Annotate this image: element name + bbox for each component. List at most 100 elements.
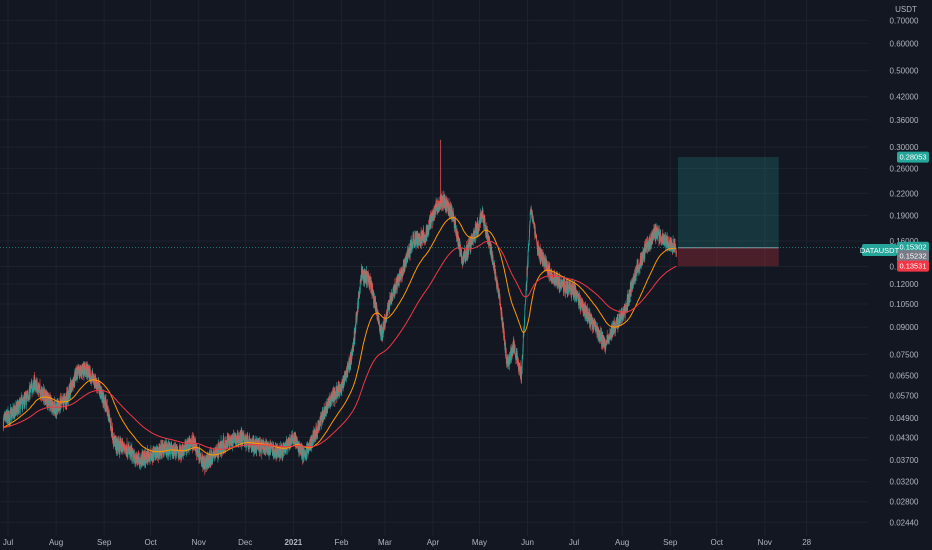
candle-body (325, 413, 327, 415)
candle-body (55, 409, 57, 414)
candle-body (282, 446, 284, 455)
candle-body (63, 402, 65, 407)
candle-body (168, 443, 169, 456)
candle-body (9, 410, 11, 421)
candle-body (58, 401, 59, 410)
candle-body (360, 275, 362, 283)
candle-body (339, 390, 340, 395)
candle-body (389, 303, 391, 310)
candle-body (474, 228, 476, 241)
candle-body (416, 233, 418, 245)
candle-body (227, 435, 229, 447)
candle-body (317, 431, 318, 435)
candle-body (355, 320, 357, 331)
candle-body (362, 269, 364, 278)
candle-body (360, 280, 361, 281)
candle-body (359, 280, 361, 292)
candle-body (419, 234, 421, 239)
candle-body (214, 452, 215, 456)
candle-body (39, 384, 41, 390)
candle-body (253, 439, 255, 442)
candle-body (155, 447, 157, 454)
candle-body (85, 368, 86, 375)
candle-body (55, 413, 57, 414)
candle-body (213, 453, 215, 456)
stop-zone[interactable] (677, 247, 779, 267)
candle-body (102, 395, 103, 402)
candle-body (463, 250, 465, 261)
candle-body (237, 431, 239, 440)
candle-body (277, 445, 278, 456)
candle-body (302, 455, 303, 459)
candle-body (22, 398, 24, 401)
candle-body (448, 202, 450, 204)
candle-body (33, 377, 35, 391)
candle-body (283, 446, 285, 453)
candle-body (373, 293, 375, 304)
candle-body (274, 452, 276, 455)
candle-body (472, 237, 474, 243)
candle-body (370, 280, 372, 290)
candle-body (428, 227, 430, 233)
candle-body (267, 448, 269, 452)
candle-body (325, 404, 327, 411)
candle-body (124, 448, 126, 450)
candle-body (385, 322, 387, 324)
candle-body (460, 244, 461, 256)
candle-body (304, 450, 306, 455)
candle-body (447, 200, 449, 205)
candle-body (179, 450, 181, 458)
candle-body (261, 442, 263, 454)
candle-body (153, 450, 155, 459)
candle-body (345, 373, 347, 380)
candle-body (181, 449, 182, 457)
candle-body (199, 447, 200, 459)
candle-body (51, 401, 53, 404)
candle-body (145, 451, 147, 464)
candle-body (372, 288, 374, 292)
candle-body (319, 418, 321, 426)
candle-body (382, 327, 383, 340)
candle-body (396, 276, 398, 290)
candle-body (465, 250, 467, 256)
candle-body (202, 456, 204, 466)
candle-body (212, 454, 213, 462)
candle-body (392, 289, 394, 298)
position-tool[interactable] (677, 157, 779, 267)
candle-body (380, 329, 382, 337)
candle-body (408, 246, 410, 255)
candle-body (280, 445, 282, 457)
candle-body (110, 425, 112, 434)
candle-body (431, 211, 433, 219)
candle-body (207, 464, 209, 468)
candle-body (425, 230, 427, 241)
candle-body (11, 412, 12, 419)
candle-body (358, 293, 360, 295)
candle-body (301, 447, 303, 459)
candle-body (23, 400, 24, 403)
candle-body (234, 435, 235, 443)
candle-body (292, 434, 294, 439)
candle-body (276, 448, 278, 457)
candle-body (328, 398, 330, 405)
candle-body (253, 440, 255, 452)
candle-body (392, 293, 393, 298)
candle-body (150, 449, 152, 457)
candle-body (246, 437, 248, 444)
target-zone[interactable] (677, 157, 779, 248)
candle-body (117, 442, 119, 447)
candle-body (173, 448, 175, 451)
candle-body (458, 237, 460, 245)
candle-body (91, 377, 92, 380)
candle-body (334, 395, 336, 398)
candle-body (19, 400, 21, 404)
candle-body (126, 444, 128, 457)
candle-body (484, 220, 486, 224)
candle-body (429, 220, 431, 228)
candle-body (130, 449, 132, 458)
candle-body (415, 240, 417, 244)
candle-body (83, 365, 85, 374)
candle-body (144, 451, 145, 460)
candle-body (407, 250, 408, 262)
